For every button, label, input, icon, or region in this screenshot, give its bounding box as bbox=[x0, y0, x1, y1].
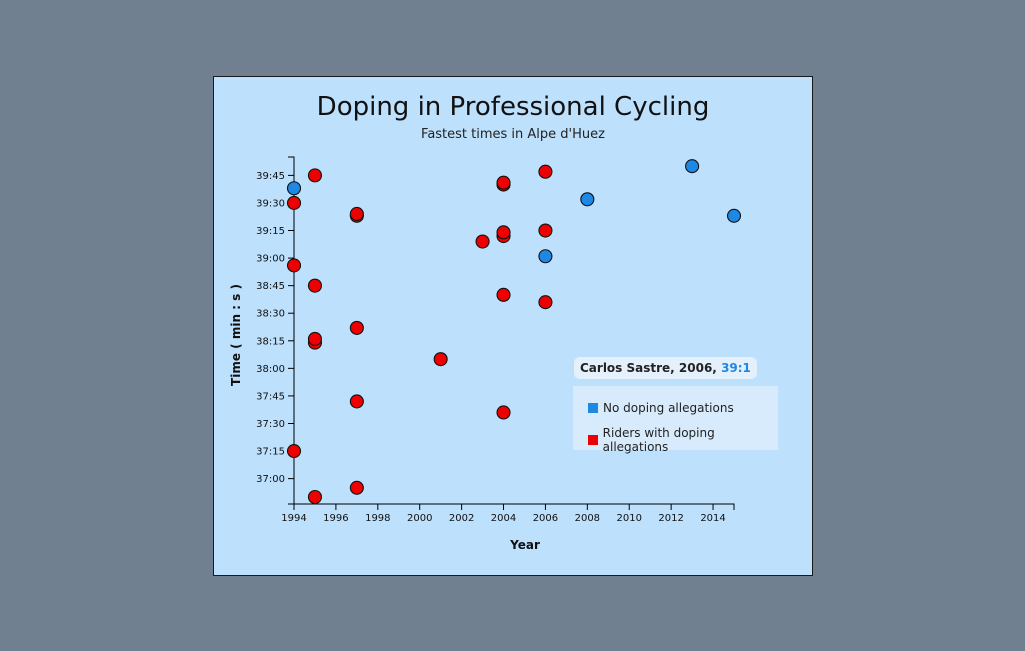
data-point bbox=[307, 278, 323, 293]
data-point bbox=[538, 223, 553, 238]
data-point bbox=[726, 208, 742, 223]
data-points bbox=[286, 159, 742, 505]
data-point bbox=[538, 295, 553, 310]
legend-item-doping: Riders with doping allegations bbox=[588, 426, 778, 454]
y-tick-label: 38:00 bbox=[256, 364, 285, 375]
y-tick-label: 39:15 bbox=[256, 226, 285, 237]
x-axis-line bbox=[293, 503, 735, 510]
data-point bbox=[685, 159, 700, 174]
y-tick-label: 38:30 bbox=[256, 309, 285, 320]
data-point bbox=[307, 331, 323, 346]
data-point bbox=[307, 168, 323, 183]
data-point bbox=[496, 225, 511, 240]
x-axis: 1994 1996 1998 2000 2002 2004 2006 2008 2010 2012… bbox=[281, 503, 735, 524]
y-tick-label: 38:45 bbox=[256, 281, 285, 292]
x-tick-label: 1998 bbox=[365, 513, 390, 524]
x-tick-label: 2000 bbox=[407, 513, 432, 524]
chart-title: Doping in Professional Cycling bbox=[316, 92, 710, 122]
x-tick-label: 2012 bbox=[658, 513, 683, 524]
legend: No doping allegations Riders with doping… bbox=[573, 386, 778, 454]
y-tick-label: 37:15 bbox=[256, 447, 285, 458]
legend-swatch-doping bbox=[588, 435, 598, 445]
y-axis: 37:00 37:15 37:30 37:45 38:00 38:15 38:30 38:45… bbox=[256, 156, 295, 505]
legend-label-no-doping: No doping allegations bbox=[603, 401, 734, 415]
x-tick-label: 2004 bbox=[491, 513, 516, 524]
y-tick-label: 37:30 bbox=[256, 419, 285, 430]
y-tick-label: 37:00 bbox=[256, 474, 285, 485]
data-point bbox=[349, 480, 364, 495]
tooltip-time: 39:1 bbox=[721, 361, 751, 375]
x-tick-label: 2014 bbox=[700, 513, 725, 524]
y-tick-label: 39:00 bbox=[256, 254, 285, 265]
y-axis-line bbox=[288, 156, 295, 505]
data-point bbox=[286, 258, 302, 273]
data-point bbox=[349, 206, 364, 222]
data-point bbox=[580, 192, 595, 207]
tooltip-rider: Carlos Sastre, 2006, bbox=[580, 361, 717, 375]
y-axis-label: Time ( min : s ) bbox=[229, 284, 243, 386]
y-tick-label: 39:30 bbox=[256, 198, 285, 209]
scatter-plot: 37:00 37:15 37:30 37:45 38:00 38:15 38:30 38:45… bbox=[229, 156, 742, 552]
data-point bbox=[286, 181, 302, 196]
y-tick-label: 38:15 bbox=[256, 336, 285, 347]
x-tick-label: 2002 bbox=[449, 513, 474, 524]
data-point bbox=[496, 405, 511, 420]
data-point bbox=[496, 175, 511, 190]
chart-subtitle: Fastest times in Alpe d'Huez bbox=[421, 127, 605, 142]
data-point bbox=[538, 249, 553, 264]
data-point bbox=[475, 234, 490, 249]
data-point bbox=[433, 352, 448, 367]
data-point bbox=[496, 287, 511, 302]
x-tick-label: 1996 bbox=[323, 513, 348, 524]
data-point bbox=[307, 489, 323, 505]
y-tick-label: 37:45 bbox=[256, 391, 285, 402]
x-tick-label: 2010 bbox=[617, 513, 642, 524]
chart-card: Doping in Professional Cycling Fastest t… bbox=[213, 76, 813, 576]
legend-label-doping: Riders with doping allegations bbox=[602, 426, 715, 454]
data-point bbox=[286, 444, 302, 459]
y-tick-label: 39:45 bbox=[256, 171, 285, 182]
x-tick-label: 2006 bbox=[533, 513, 558, 524]
legend-swatch-no-doping bbox=[588, 403, 598, 413]
x-tick-label: 2008 bbox=[575, 513, 600, 524]
point-tooltip: Carlos Sastre, 2006, 39:1 bbox=[574, 357, 757, 379]
x-axis-label: Year bbox=[509, 538, 540, 552]
data-point bbox=[349, 320, 364, 335]
data-point bbox=[538, 164, 553, 179]
legend-item-no-doping: No doping allegations bbox=[588, 401, 734, 415]
data-point bbox=[349, 394, 364, 409]
data-point bbox=[286, 195, 302, 210]
x-tick-label: 1994 bbox=[281, 513, 306, 524]
